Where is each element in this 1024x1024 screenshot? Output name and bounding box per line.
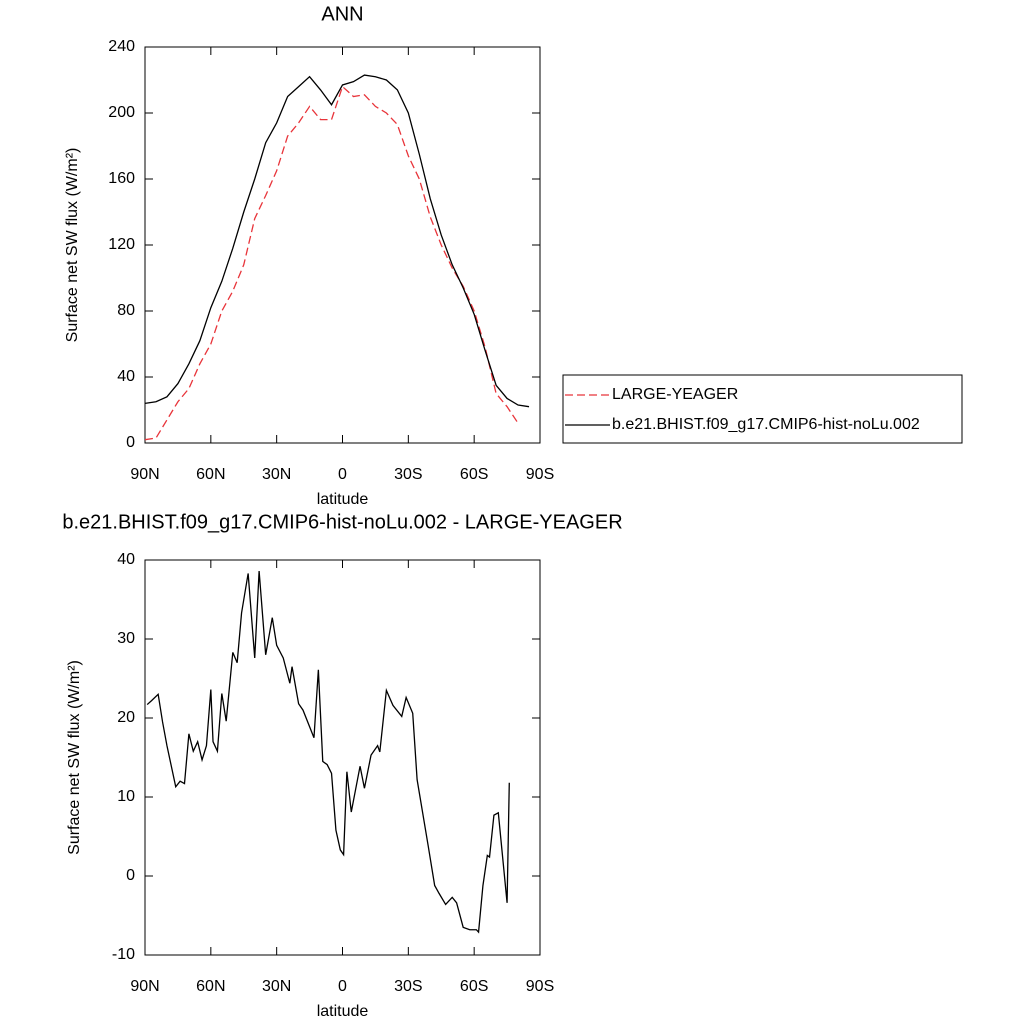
y-tick-label: 30 xyxy=(117,630,135,647)
data-line xyxy=(144,85,519,441)
x-tick-label: 60N xyxy=(196,466,225,483)
y-tick-label: 10 xyxy=(117,788,135,805)
y-tick-label: -10 xyxy=(112,946,135,963)
y-tick-label: 200 xyxy=(108,104,135,121)
x-tick-label: 60S xyxy=(460,466,488,483)
plot-frame xyxy=(144,559,541,956)
x-tick-label: 30N xyxy=(262,466,291,483)
y-axis-label: Surface net SW flux (W/m²) xyxy=(64,148,81,343)
x-tick-label: 90S xyxy=(526,466,554,483)
x-tick-label: 90N xyxy=(130,978,159,995)
x-tick-label: 0 xyxy=(338,466,347,483)
x-tick-label: 0 xyxy=(338,978,347,995)
y-tick-label: 40 xyxy=(117,368,135,385)
x-tick-label: 90S xyxy=(526,978,554,995)
x-tick-label: 60N xyxy=(196,978,225,995)
legend-label: LARGE-YEAGER xyxy=(612,386,738,403)
x-tick-label: 60S xyxy=(460,978,488,995)
x-tick-label: 90N xyxy=(130,466,159,483)
chart-title: b.e21.BHIST.f09_g17.CMIP6-hist-noLu.002 … xyxy=(62,511,622,533)
y-tick-label: 240 xyxy=(108,38,135,55)
y-tick-label: 0 xyxy=(126,434,135,451)
legend-box xyxy=(562,374,963,444)
y-tick-label: 120 xyxy=(108,236,135,253)
x-axis-label: latitude xyxy=(317,1003,369,1020)
data-line xyxy=(144,74,530,408)
y-tick-label: 0 xyxy=(126,867,135,884)
x-tick-label: 30S xyxy=(394,466,422,483)
chart-title: ANN xyxy=(321,3,363,25)
x-tick-label: 30N xyxy=(262,978,291,995)
y-axis-label: Surface net SW flux (W/m²) xyxy=(66,660,83,855)
y-tick-label: 80 xyxy=(117,302,135,319)
data-line xyxy=(146,571,510,934)
legend-label: b.e21.BHIST.f09_g17.CMIP6-hist-noLu.002 xyxy=(612,416,920,433)
plot-frame xyxy=(144,46,541,444)
y-tick-label: 160 xyxy=(108,170,135,187)
y-tick-label: 20 xyxy=(117,709,135,726)
y-tick-label: 40 xyxy=(117,551,135,568)
x-tick-label: 30S xyxy=(394,978,422,995)
x-axis-label: latitude xyxy=(317,491,369,508)
